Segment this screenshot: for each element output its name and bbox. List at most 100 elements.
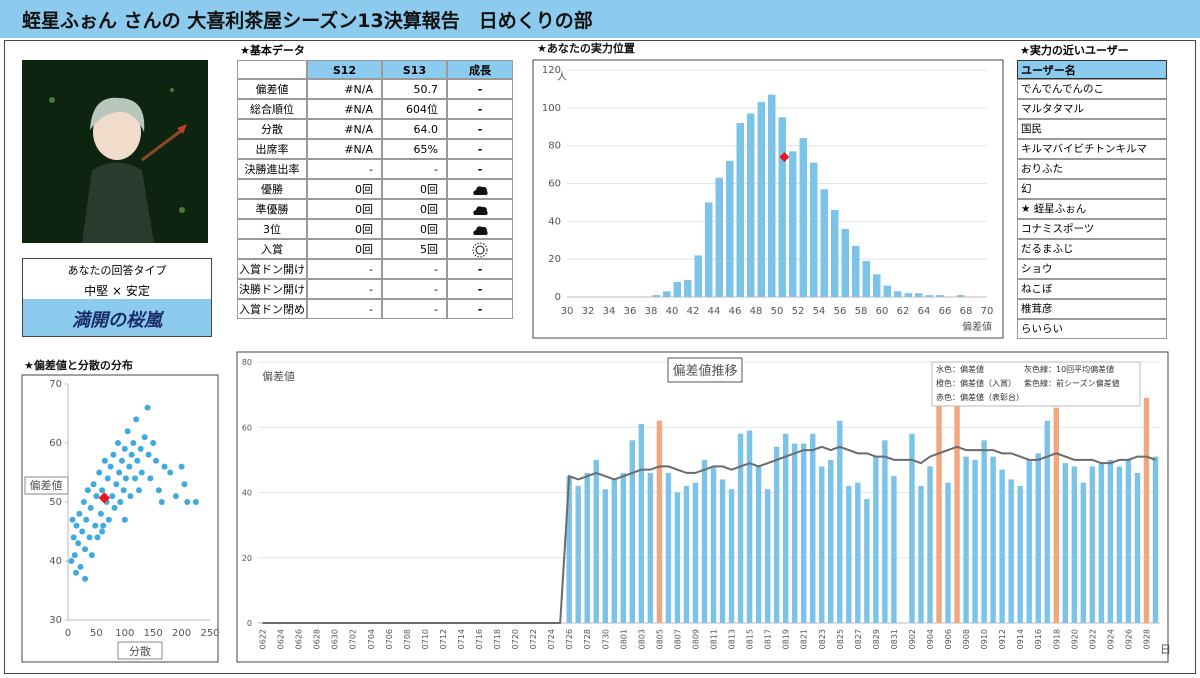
x-tick-label: 0726 [565, 629, 574, 649]
x-tick-label: 0928 [1142, 629, 1151, 649]
x-tick-label: 0803 [637, 629, 646, 649]
bar [789, 151, 797, 297]
point [70, 534, 77, 541]
x-tick-label: 0825 [836, 629, 845, 649]
y-axis-label: 人 [557, 71, 567, 83]
bar [1053, 407, 1059, 623]
panel [21, 374, 219, 663]
x-tick-label: 0706 [385, 629, 394, 649]
x-tick-label: 0815 [746, 629, 755, 649]
bar [925, 295, 933, 297]
legend-entry: 灰色線：10回平均偏差値 [1024, 364, 1114, 374]
point [144, 404, 151, 411]
type-label: あなたの回答タイプ [67, 264, 167, 277]
point [134, 457, 141, 464]
s13-cell: 65% [382, 139, 447, 159]
growth-cell: - [447, 139, 513, 159]
s12-cell: #N/A [307, 119, 382, 139]
bar [891, 476, 897, 623]
cloud [473, 226, 488, 235]
bar [1008, 479, 1014, 623]
bar [873, 456, 879, 623]
legend-box [931, 361, 1141, 407]
y-tick-label: 40 [548, 216, 561, 227]
s12-cell: - [307, 259, 382, 279]
label-box [117, 641, 163, 660]
bar [819, 466, 825, 623]
x-tick-label: 0906 [944, 629, 953, 649]
title-box [667, 357, 743, 383]
bar [894, 291, 902, 297]
x-tick-label: 32 [582, 306, 595, 317]
x-tick-label: 40 [666, 306, 679, 317]
growth-cell: - [447, 299, 513, 319]
x-tick-label: 56 [834, 306, 847, 317]
x-tick-label: 100 [115, 628, 134, 639]
point [73, 522, 80, 529]
bar [1044, 420, 1050, 623]
sun [475, 245, 485, 255]
point [99, 487, 106, 494]
x-tick-label: 0628 [313, 629, 322, 649]
x-tick-label: 58 [855, 306, 868, 317]
x-tick-label: 0914 [1016, 629, 1025, 649]
bar [782, 433, 789, 623]
bar [1107, 459, 1114, 623]
header-cell: 成長 [447, 60, 513, 79]
x-axis-label: 分散 [129, 644, 151, 658]
y-tick-label: 0 [555, 292, 561, 303]
panel [532, 59, 1004, 339]
x-tick-label: 0730 [601, 629, 610, 649]
point [178, 463, 185, 470]
x-tick-label: 0722 [529, 629, 538, 649]
y-tick-label: 60 [49, 438, 62, 449]
bar [755, 466, 762, 623]
row-label: 優勝 [237, 179, 307, 199]
x-tick-label: 38 [645, 306, 658, 317]
bar [575, 485, 581, 623]
bar [909, 433, 915, 623]
x-tick-label: 50 [771, 306, 784, 317]
weather-icon [473, 186, 488, 195]
x-tick-label: 0626 [295, 629, 304, 649]
x-tick-label: 0924 [1106, 629, 1115, 649]
bar [665, 472, 672, 623]
bar [904, 293, 912, 297]
point [69, 516, 76, 523]
s13-cell: 5回 [382, 239, 447, 259]
s12-cell: 0回 [307, 179, 382, 199]
bar [611, 479, 617, 623]
bar [981, 440, 987, 623]
x-tick-label: 0811 [710, 629, 719, 649]
page-title: 蛭星ふぉん さんの 大喜利茶屋シーズン13決算報告 日めくりの部 [22, 10, 593, 32]
bar [936, 401, 942, 623]
point [172, 493, 179, 500]
bar [945, 482, 951, 623]
x-tick-label: 0 [65, 628, 71, 639]
x-tick-label: 0630 [331, 629, 340, 649]
point [130, 440, 137, 446]
bar [710, 466, 717, 623]
point [184, 499, 191, 505]
point [109, 493, 116, 500]
s12-cell: - [307, 279, 382, 299]
point [116, 469, 123, 476]
point [84, 487, 91, 494]
point [145, 451, 152, 458]
bar [864, 499, 870, 623]
point [86, 534, 93, 541]
bar [736, 122, 744, 297]
bar [719, 479, 726, 623]
growth-cell: - [447, 279, 513, 299]
bar [915, 293, 923, 297]
bar [673, 281, 681, 297]
bar [684, 279, 692, 297]
point [110, 451, 117, 458]
type-title-bg [23, 299, 211, 336]
y-tick-label: 40 [242, 489, 252, 498]
point [94, 534, 101, 541]
point [120, 487, 127, 494]
bar [694, 255, 702, 297]
legend-entry: 水色：偏差値 [936, 364, 984, 374]
point [137, 445, 144, 452]
